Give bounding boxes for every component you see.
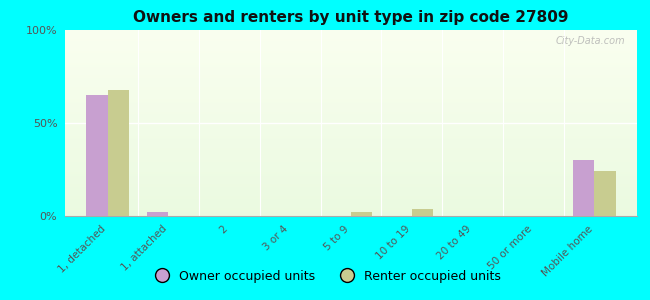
Bar — [108, 89, 129, 216]
Bar — [573, 160, 594, 216]
Bar — [147, 212, 168, 216]
Bar — [412, 208, 433, 216]
Text: City-Data.com: City-Data.com — [556, 36, 625, 46]
Legend: Owner occupied units, Renter occupied units: Owner occupied units, Renter occupied un… — [144, 265, 506, 288]
Bar — [86, 95, 108, 216]
Bar — [351, 212, 372, 216]
Title: Owners and renters by unit type in zip code 27809: Owners and renters by unit type in zip c… — [133, 10, 569, 25]
Bar — [594, 171, 616, 216]
